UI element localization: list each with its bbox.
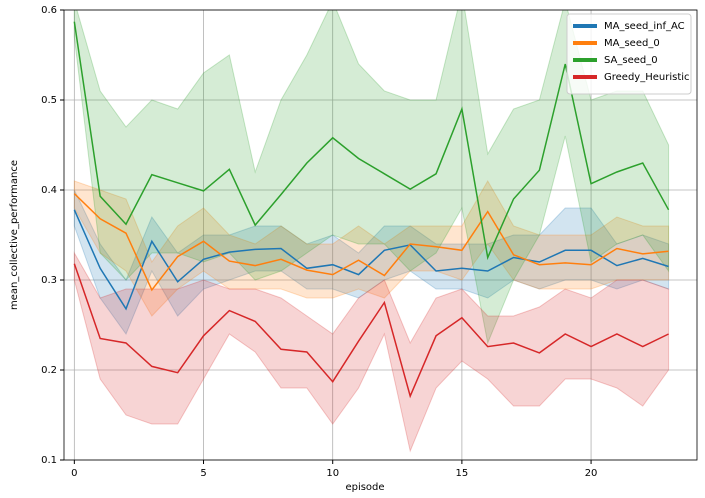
legend-label: MA_seed_0 xyxy=(604,38,660,49)
y-tick-label: 0.3 xyxy=(41,275,57,286)
series-line xyxy=(73,193,669,292)
legend-label: SA_seed_0 xyxy=(604,55,658,66)
y-axis-label: mean_collective_performance xyxy=(9,160,20,310)
legend-box xyxy=(566,13,692,95)
legend-label: Greedy_Heuristic xyxy=(604,72,690,83)
confidence-band xyxy=(73,10,670,345)
x-axis-label: episode xyxy=(345,482,384,493)
x-tick-label: 5 xyxy=(200,468,206,479)
confidence-band xyxy=(73,179,670,317)
confidence-band xyxy=(73,251,670,453)
y-tick-label: 0.4 xyxy=(41,185,57,196)
x-tick-label: 0 xyxy=(71,468,77,479)
plot-frame xyxy=(63,9,698,461)
x-tick-label: 20 xyxy=(585,468,598,479)
series-line xyxy=(73,263,669,399)
series-line xyxy=(73,209,669,311)
y-tick-label: 0.5 xyxy=(41,95,57,106)
plot-area xyxy=(73,10,670,453)
y-tick-label: 0.2 xyxy=(41,365,57,376)
y-tick-label: 0.6 xyxy=(41,5,57,16)
x-tick-label: 10 xyxy=(326,468,339,479)
x-tick-label: 15 xyxy=(456,468,469,479)
y-tick-label: 0.1 xyxy=(41,455,57,466)
legend-label: MA_seed_inf_AC xyxy=(604,21,685,32)
